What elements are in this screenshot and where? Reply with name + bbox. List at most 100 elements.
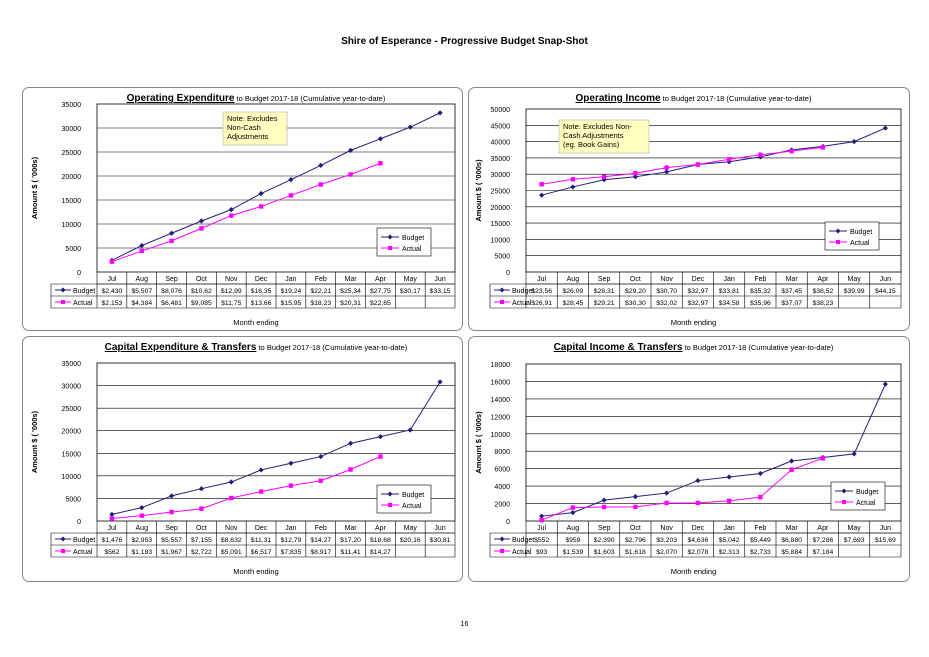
- y-tick-label: 25000: [62, 406, 82, 413]
- data-point-actual: [695, 500, 701, 506]
- chart-title-main: Capital Income & Transfers: [554, 342, 683, 353]
- legend-marker: [387, 234, 393, 240]
- legend-marker: [842, 500, 846, 504]
- table-key-marker: [500, 549, 504, 553]
- data-point-actual: [633, 171, 638, 176]
- data-point-actual: [789, 148, 794, 154]
- data-point-budget: [168, 230, 175, 236]
- data-label: $5,884: [781, 549, 802, 556]
- data-label: $6,880: [781, 537, 802, 544]
- data-label: $20,16: [400, 537, 421, 544]
- x-tick-label: Sep: [165, 525, 178, 532]
- data-label: $28,45: [562, 300, 583, 307]
- legend-box: [830, 481, 886, 511]
- y-tick-label: 30000: [62, 126, 82, 133]
- note-text: Note: Excludes Non-: [563, 122, 632, 131]
- legend-label: Actual: [402, 503, 422, 510]
- data-point-actual: [109, 259, 115, 264]
- data-label: $37,45: [781, 288, 802, 295]
- data-label: $8,632: [221, 537, 242, 544]
- note-text: Cash Adjustments: [563, 131, 624, 140]
- series-line-actual: [111, 162, 381, 263]
- data-label: $23,56: [531, 288, 552, 295]
- x-tick-label: Jun: [434, 276, 445, 283]
- data-label: $552: [534, 537, 549, 544]
- data-label: $2,733: [750, 549, 771, 556]
- y-tick-label: 20000: [491, 205, 511, 212]
- data-label: $8,917: [310, 549, 331, 556]
- x-tick-label: Mar: [786, 525, 799, 532]
- x-tick-label: May: [848, 276, 862, 283]
- data-label: $5,042: [719, 537, 740, 544]
- legend-label: Actual: [850, 240, 870, 247]
- x-tick-label: Mar: [786, 276, 799, 283]
- legend-box: [376, 484, 432, 514]
- data-point-actual: [169, 509, 174, 515]
- data-label: $2,796: [625, 537, 646, 544]
- data-label: $30,81: [430, 537, 451, 544]
- note-text: Non-Cash: [227, 123, 261, 132]
- data-label: $39,99: [844, 288, 865, 295]
- data-point-budget: [437, 379, 443, 385]
- data-point-actual: [664, 500, 669, 506]
- data-label: $5,091: [221, 549, 242, 556]
- data-label: $30,17: [400, 288, 421, 295]
- data-label: $4,636: [687, 537, 708, 544]
- data-point-actual: [109, 516, 115, 521]
- data-point-budget: [437, 110, 443, 116]
- table-key-marker: [500, 300, 504, 304]
- chart-title: Capital Income & Transfers to Budget 201…: [554, 342, 834, 353]
- data-point-budget: [851, 139, 857, 145]
- chart-title: Capital Expenditure & Transfers to Budge…: [105, 342, 408, 353]
- data-point-budget: [407, 124, 413, 130]
- data-point-budget: [570, 184, 576, 190]
- table-key-marker: [60, 536, 66, 542]
- x-tick-label: Oct: [196, 276, 207, 283]
- data-label: $16,35: [251, 288, 272, 295]
- x-tick-label: Sep: [165, 276, 178, 283]
- y-tick-label: 14000: [491, 397, 511, 404]
- series-line-actual: [541, 457, 824, 521]
- y-tick-label: 4000: [494, 484, 510, 491]
- data-label: $7,286: [812, 537, 833, 544]
- data-label: $2,153: [102, 300, 123, 307]
- data-label: $6,481: [161, 300, 182, 307]
- x-tick-label: Jun: [880, 525, 891, 532]
- data-label: $2,313: [719, 549, 740, 556]
- series-line-budget: [111, 381, 441, 515]
- x-tick-label: Aug: [136, 276, 149, 283]
- series-line-budget: [111, 112, 441, 261]
- legend-box: [824, 221, 880, 251]
- x-tick-label: Sep: [598, 276, 611, 283]
- x-tick-label: Jul: [107, 276, 116, 283]
- chart-title-sub: to Budget 2017-18 (Cumulative year-to-da…: [234, 94, 385, 103]
- data-label: $15,69: [875, 537, 896, 544]
- chart-title: Operating Expenditure to Budget 2017-18 …: [127, 93, 386, 104]
- data-label: $22,21: [310, 288, 331, 295]
- x-axis-label: Month ending: [233, 318, 278, 327]
- y-tick-label: 20000: [62, 174, 82, 181]
- data-label: $1,183: [131, 549, 152, 556]
- y-tick-label: 16000: [491, 379, 511, 386]
- data-label: $5,507: [131, 288, 152, 295]
- x-tick-label: Mar: [345, 276, 358, 283]
- x-tick-label: Nov: [660, 276, 673, 283]
- data-point-actual: [288, 193, 294, 198]
- data-point-actual: [539, 517, 544, 523]
- data-point-budget: [139, 505, 145, 511]
- table-series-name: Budget: [512, 288, 534, 295]
- series-line-budget: [541, 383, 886, 517]
- data-label: $28,31: [594, 288, 615, 295]
- data-point-actual: [601, 174, 607, 179]
- data-point-actual: [169, 238, 174, 244]
- data-label: $18,68: [370, 537, 391, 544]
- legend-marker: [387, 491, 393, 497]
- y-tick-label: 35000: [62, 102, 82, 109]
- y-axis-label: Amount $ ( '000s): [30, 156, 39, 219]
- data-label: $27,75: [370, 288, 391, 295]
- data-label: $11,75: [221, 300, 242, 307]
- data-label: $11,31: [251, 537, 272, 544]
- data-point-actual: [726, 498, 732, 504]
- x-tick-label: Feb: [754, 276, 766, 283]
- x-tick-label: Aug: [136, 525, 149, 532]
